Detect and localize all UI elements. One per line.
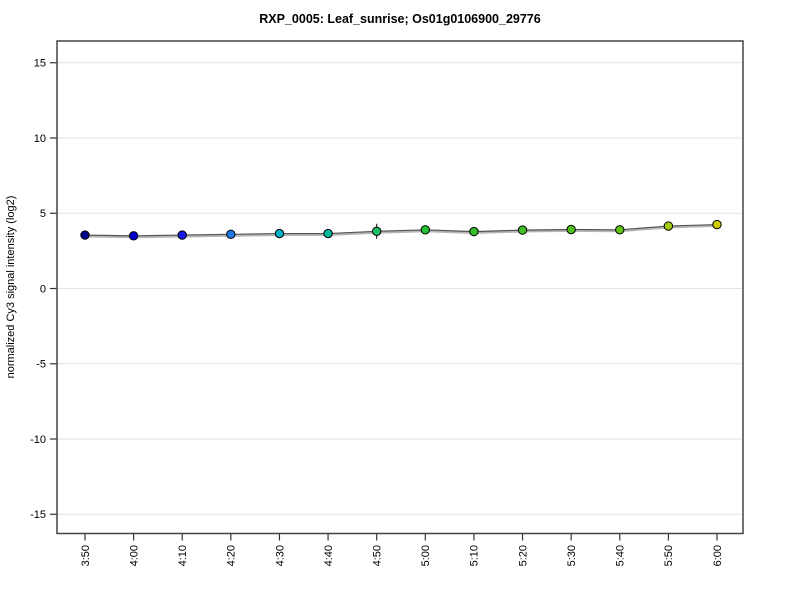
data-point [371, 226, 382, 237]
y-axis-label: normalized Cy3 signal intensity (log2) [5, 196, 17, 379]
y-tick-label: 10 [34, 133, 46, 145]
data-points [80, 219, 722, 241]
y-tick-label: -5 [36, 359, 46, 371]
data-point [226, 229, 236, 240]
data-point [712, 219, 722, 230]
gridlines [57, 62, 743, 515]
plot-frame [56, 40, 744, 535]
chart-title: RXP_0005: Leaf_sunrise; Os01g0106900_297… [259, 12, 540, 26]
data-line [84, 223, 718, 237]
data-point [128, 231, 139, 241]
x-tick-label: 5:00 [420, 545, 432, 566]
y-tick-label: 15 [34, 58, 46, 70]
data-point [469, 226, 479, 237]
data-point [323, 228, 333, 239]
data-point [80, 230, 90, 240]
x-tick-label: 5:50 [663, 545, 675, 566]
x-tick-label: 5:20 [517, 545, 529, 566]
y-axis-ticks: -15 -10 -5 0 5 10 15 [30, 58, 57, 521]
y-tick-label: 0 [40, 283, 46, 295]
x-tick-label: 6:00 [712, 545, 724, 566]
x-tick-label: 5:40 [615, 545, 627, 566]
data-point [274, 228, 285, 239]
x-tick-label: 4:20 [226, 545, 238, 566]
data-line-halo [84, 224, 718, 239]
y-tick-label: -10 [30, 434, 46, 446]
x-tick-label: 4:50 [371, 545, 383, 566]
x-tick-label: 4:00 [128, 545, 140, 566]
data-point [177, 230, 187, 240]
y-tick-label: -15 [30, 509, 46, 521]
x-axis-ticks: 3:50 4:00 4:10 4:20 4:30 4:40 4:50 5:00 5:10 5:20… [80, 533, 724, 566]
x-tick-label: 5:10 [469, 545, 481, 566]
y-tick-label: 5 [40, 208, 46, 220]
x-tick-label: 4:30 [274, 545, 286, 566]
data-point [663, 221, 674, 231]
data-point [420, 225, 431, 235]
x-tick-label: 4:10 [177, 545, 189, 566]
data-point [615, 225, 625, 235]
data-point [517, 225, 528, 235]
x-tick-label: 3:50 [80, 545, 92, 566]
data-point [566, 224, 576, 235]
x-tick-label: 4:40 [323, 545, 335, 566]
x-tick-label: 5:30 [566, 545, 578, 566]
